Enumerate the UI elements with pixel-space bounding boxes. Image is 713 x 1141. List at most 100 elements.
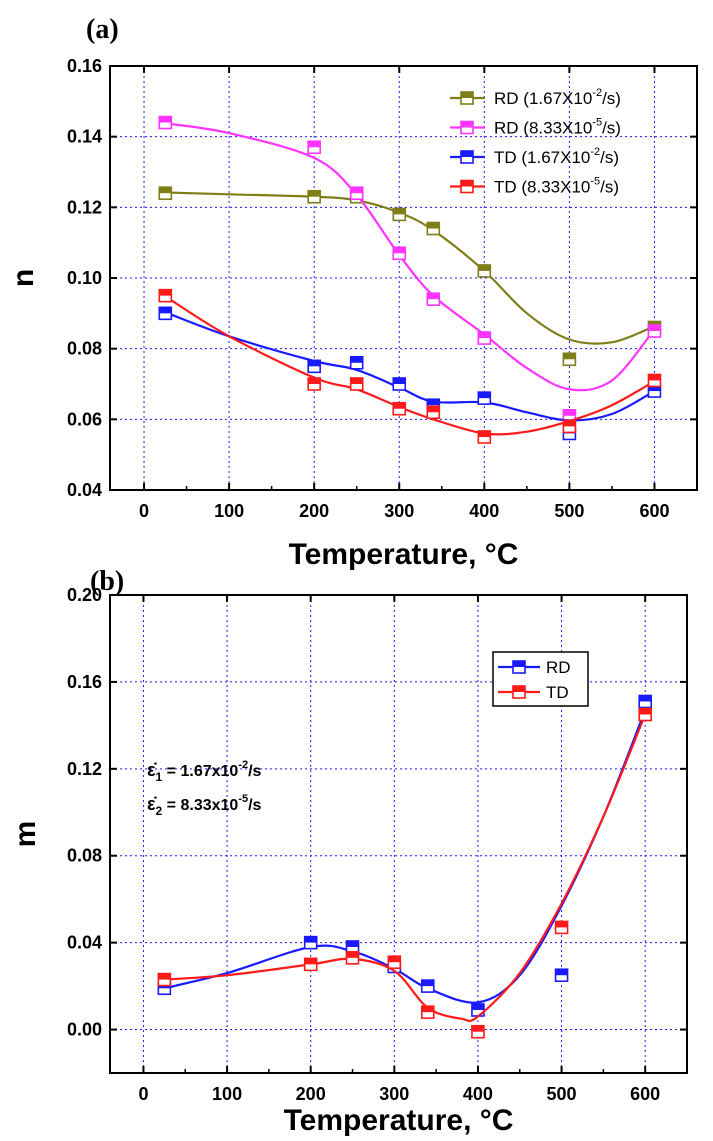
data-point xyxy=(349,186,364,200)
x-axis-title: Temperature, °C xyxy=(284,1104,514,1137)
annotation-unit: /s xyxy=(248,797,261,814)
data-point xyxy=(647,324,662,338)
data-point xyxy=(303,935,318,950)
strain-rate-annotation: ε̇1 = 1.67x10-2/s xyxy=(147,759,262,784)
legend-item: RD (1.67X10-2/s) xyxy=(450,87,621,108)
annotation-symbol: ε̇ xyxy=(147,794,158,814)
annotation-exponent: -2 xyxy=(238,759,248,771)
x-tick-label: 300 xyxy=(379,1084,409,1104)
legend-label: RD (1.67X10-2/s) xyxy=(494,87,621,108)
data-point xyxy=(307,189,321,204)
series-3 xyxy=(158,288,662,444)
data-point xyxy=(554,920,569,935)
annotation-equation: = 8.33x10 xyxy=(162,797,238,814)
data-point xyxy=(349,377,364,391)
y-axis-title: m xyxy=(9,821,42,848)
annotation-equation: = 1.67x10 xyxy=(162,763,238,780)
data-point xyxy=(392,377,407,391)
y-tick-label: 0.08 xyxy=(67,846,102,866)
legend-label-tail: /s) xyxy=(600,148,619,167)
data-point xyxy=(426,405,441,420)
legend-swatch-marker xyxy=(512,685,526,699)
grid xyxy=(110,65,697,491)
legend-swatch-marker xyxy=(460,91,474,105)
series-line xyxy=(164,709,647,1004)
data-point xyxy=(420,1005,435,1019)
data-point xyxy=(477,331,492,345)
y-tick-label: 0.08 xyxy=(67,339,102,359)
legend-label-base: RD (8.33X10 xyxy=(494,119,592,138)
legend-item: RD (8.33X10-5/s) xyxy=(450,117,621,138)
data-point xyxy=(392,401,407,416)
data-point xyxy=(392,246,407,261)
data-point xyxy=(420,979,435,993)
data-point xyxy=(562,352,577,367)
annotation-exponent: -5 xyxy=(238,793,248,805)
series-0 xyxy=(158,186,662,367)
data-point xyxy=(647,373,662,388)
data-point xyxy=(387,955,402,969)
data-point xyxy=(345,951,360,965)
data-point xyxy=(307,140,321,155)
x-tick-label: 100 xyxy=(212,1084,242,1104)
x-tick-label: 0 xyxy=(139,501,149,521)
data-point xyxy=(349,355,364,370)
legend-label-exponent: -5 xyxy=(592,117,602,129)
plot-frame xyxy=(109,594,688,1074)
legend-label-base: TD (1.67X10 xyxy=(494,148,590,167)
data-point xyxy=(157,972,172,987)
grid xyxy=(110,594,687,1073)
data-point xyxy=(477,430,492,444)
legend-swatch-marker xyxy=(460,150,474,164)
data-point xyxy=(477,391,492,405)
data-point xyxy=(426,221,441,236)
legend-swatch-marker xyxy=(512,660,526,674)
legend-label-tail: /s) xyxy=(600,178,619,197)
x-tick-label: 100 xyxy=(214,501,244,521)
data-point xyxy=(158,306,173,321)
legend-box xyxy=(492,651,589,707)
y-tick-label: 0.06 xyxy=(67,409,102,429)
legend-item: TD xyxy=(498,683,569,702)
x-tick-label: 600 xyxy=(639,501,669,521)
legend-label: TD (1.67X10-2/s) xyxy=(494,146,619,167)
legend: RD (1.67X10-2/s)RD (8.33X10-5/s)TD (1.67… xyxy=(450,87,621,197)
series-line xyxy=(164,295,656,436)
legend-label: TD xyxy=(546,683,569,702)
legend-label-base: TD (8.33X10 xyxy=(494,178,590,197)
data-point xyxy=(307,377,321,391)
data-point xyxy=(477,264,492,278)
y-tick-label: 0.16 xyxy=(67,56,102,76)
panel-label-a: (a) xyxy=(86,14,119,45)
legend-label-tail: /s) xyxy=(602,119,621,138)
data-point xyxy=(471,1024,485,1039)
series-1 xyxy=(158,115,662,423)
series-2 xyxy=(158,306,662,441)
data-point xyxy=(426,292,441,307)
y-tick-label: 0.16 xyxy=(67,672,102,692)
x-axis-title: Temperature, °C xyxy=(289,538,519,571)
data-point xyxy=(392,207,407,222)
legend-label-exponent: -2 xyxy=(590,146,600,158)
y-tick-label: 0.20 xyxy=(67,585,102,605)
y-tick-label: 0.12 xyxy=(67,197,102,217)
annotation-symbol: ε̇ xyxy=(147,760,158,780)
y-tick-label: 0.14 xyxy=(67,127,102,147)
legend-swatch-marker xyxy=(460,179,474,194)
data-point xyxy=(554,968,569,983)
panel-label-b: (b) xyxy=(90,566,124,597)
data-point xyxy=(303,957,318,972)
annotation-subscript: 1 xyxy=(156,770,163,784)
x-tick-label: 400 xyxy=(463,1084,493,1104)
x-tick-label: 400 xyxy=(469,501,499,521)
data-point xyxy=(307,359,321,374)
x-tick-label: 500 xyxy=(554,501,584,521)
legend-label-base: RD (1.67X10 xyxy=(494,89,592,108)
data-point xyxy=(638,694,652,709)
data-point xyxy=(638,707,652,722)
data-point xyxy=(562,419,577,434)
x-tick-label: 600 xyxy=(630,1084,660,1104)
x-tick-label: 200 xyxy=(299,501,329,521)
series-0 xyxy=(157,694,652,1017)
